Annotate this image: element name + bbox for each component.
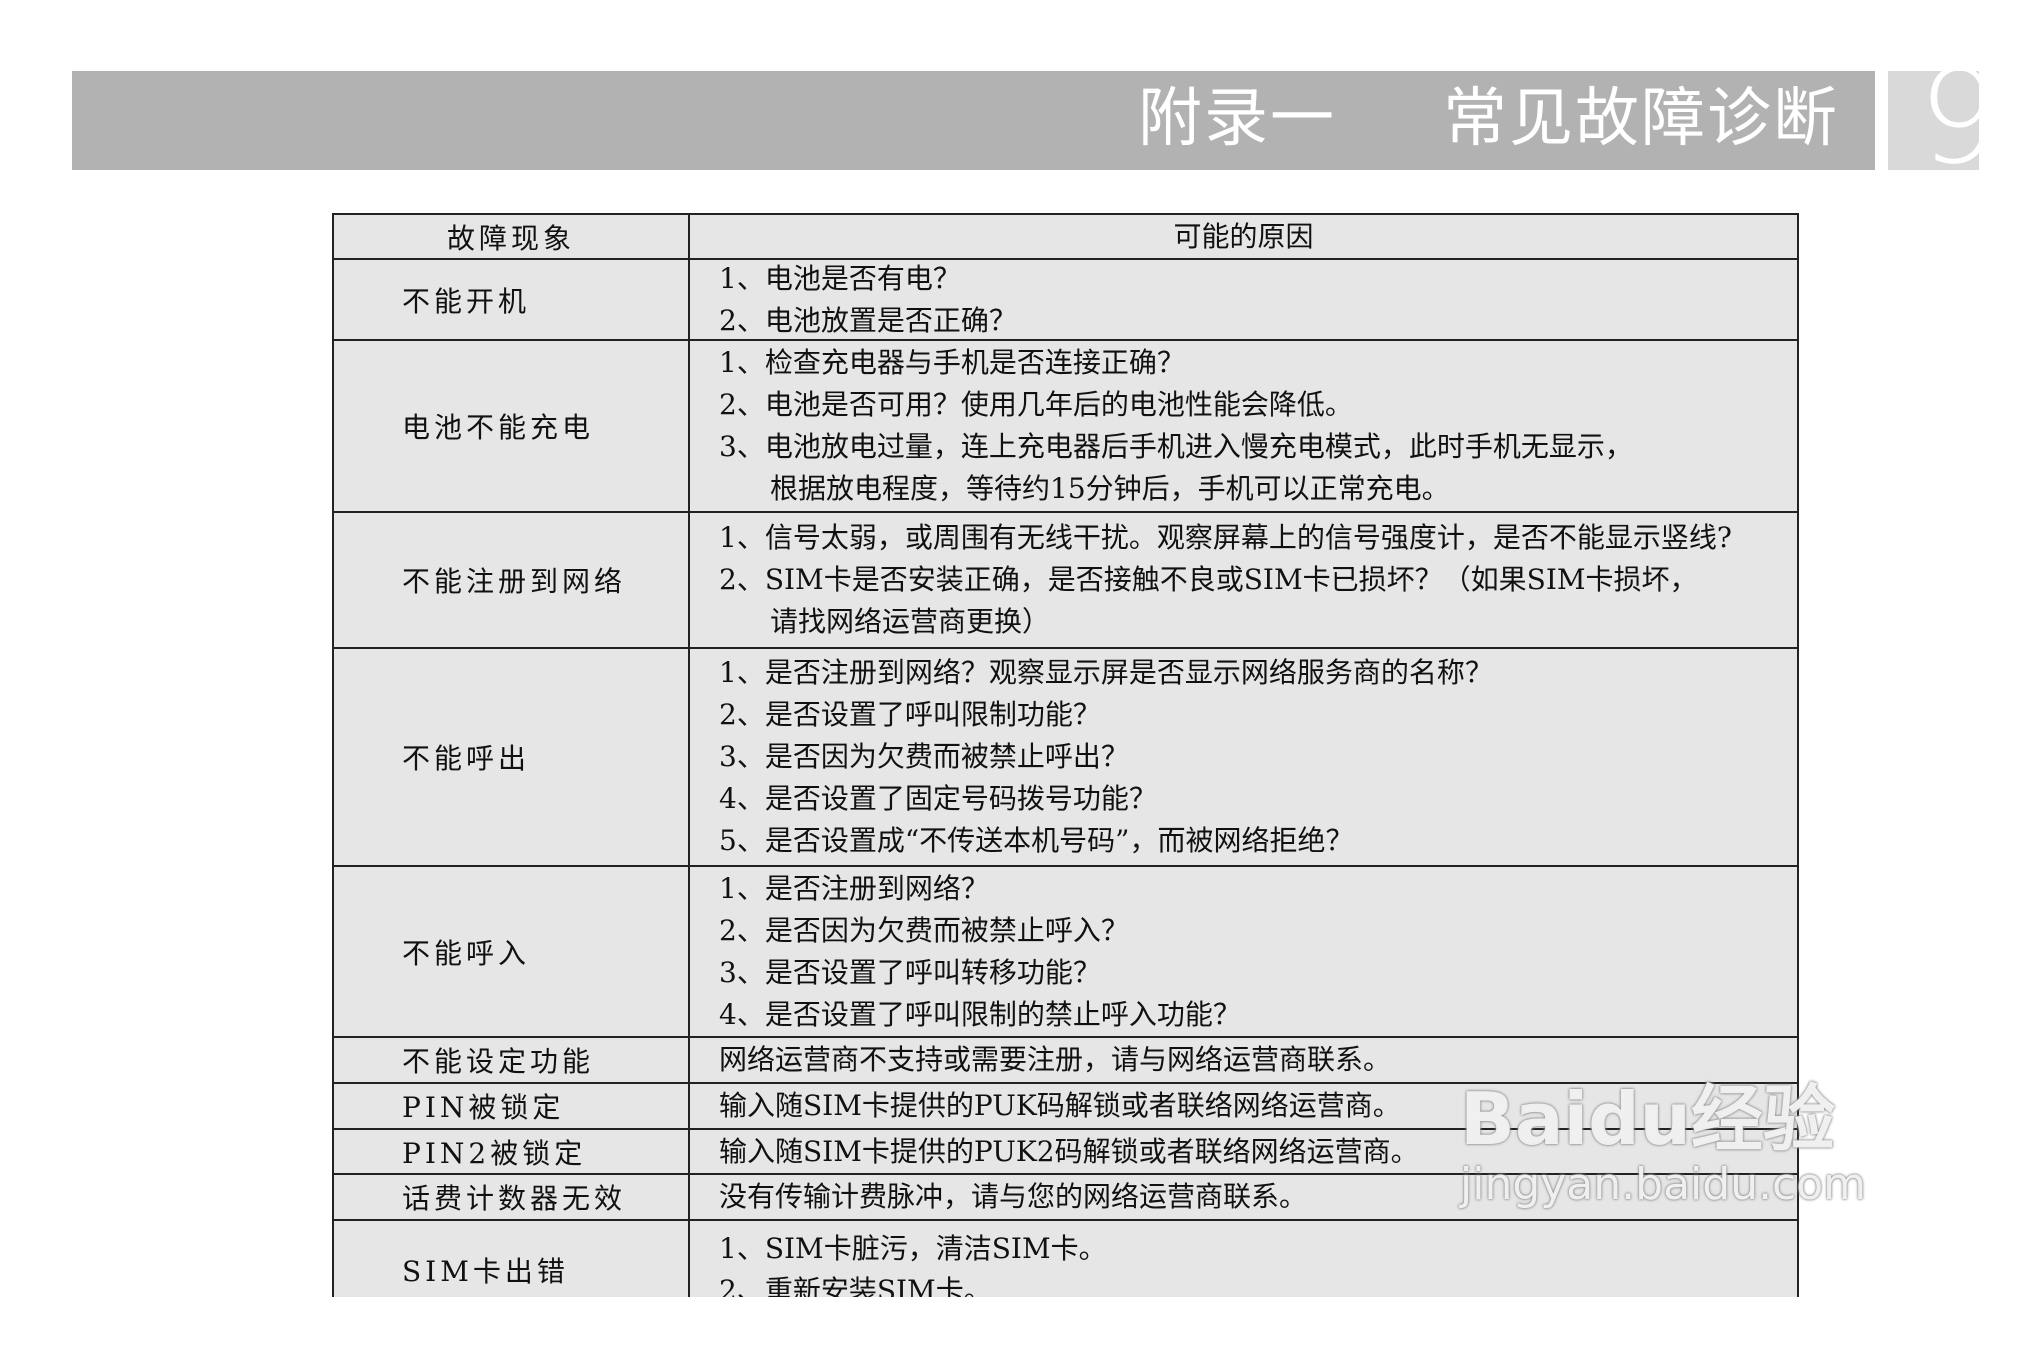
table-row: 不能呼入 1、是否注册到网络？ 2、是否因为欠费而被禁止呼入？ 3、是否设置了呼叫转移… (334, 867, 1797, 1038)
cause-line: 1、检查充电器与手机是否连接正确？ (719, 346, 1185, 379)
table-row: SIM卡出错 1、SIM卡脏污，清洁SIM卡。 2、重新安装SIM卡。 (334, 1221, 1797, 1297)
symptom-cell: PIN被锁定 (334, 1084, 690, 1128)
chapter-label: 附录一 (1138, 82, 1336, 156)
cause-line: 1、信号太弱，或周围有无线干扰。观察屏幕上的信号强度计，是否不能显示竖线? (719, 521, 1732, 554)
cause-line: 1、电池是否有电？ (719, 261, 961, 295)
table-row: 话费计数器无效 没有传输计费脉冲，请与您的网络运营商联系。 (334, 1175, 1797, 1221)
cause-line: 2、电池放置是否正确？ (719, 303, 1017, 337)
cause-line: 输入随SIM卡提供的PUK码解锁或者联络网络运营商。 (719, 1089, 1401, 1122)
symptom-cell: 电池不能充电 (334, 341, 690, 511)
troubleshooting-table: 故障现象 可能的原因 不能开机 1、电池是否有电？ 2、电池放置是否正确？ 电池不能充… (332, 213, 1799, 1297)
table-row: 不能呼出 1、是否注册到网络？观察显示屏是否显示网络服务商的名称？ 2、是否设置了呼… (334, 649, 1797, 867)
symptom-cell: 不能开机 (334, 260, 690, 339)
causes-cell: 1、是否注册到网络？观察显示屏是否显示网络服务商的名称？ 2、是否设置了呼叫限制功… (690, 649, 1797, 865)
cause-line: 3、是否设置了呼叫转移功能？ (719, 955, 1101, 989)
watermark: Baidu经验 jingyan.baidu.com (1460, 1060, 1866, 1210)
chapter-header-bar: 附录一 常见故障诊断 (72, 71, 1875, 170)
cause-line: 2、是否设置了呼叫限制功能？ (719, 698, 1101, 731)
cause-line: 输入随SIM卡提供的PUK2码解锁或者联络网络运营商。 (719, 1134, 1419, 1168)
column-header-causes: 可能的原因 (1173, 219, 1314, 253)
causes-cell: 1、电池是否有电？ 2、电池放置是否正确？ (690, 260, 1797, 339)
cause-line: 4、是否设置了呼叫限制的禁止呼入功能？ (719, 997, 1241, 1031)
symptom-cell: 不能设定功能 (334, 1038, 690, 1082)
symptom-cell: 不能呼出 (334, 649, 690, 865)
cause-line: 3、是否因为欠费而被禁止呼出？ (719, 740, 1129, 773)
causes-cell: 1、信号太弱，或周围有无线干扰。观察屏幕上的信号强度计，是否不能显示竖线? 2、S… (690, 513, 1797, 647)
cause-line: 请找网络运营商更换） (770, 605, 1051, 638)
cause-line: 2、SIM卡是否安装正确，是否接触不良或SIM卡已损坏？（如果SIM卡损坏， (719, 563, 1698, 596)
causes-cell: 输入随SIM卡提供的PUK码解锁或者联络网络运营商。 (690, 1084, 1797, 1128)
table-row: 不能注册到网络 1、信号太弱，或周围有无线干扰。观察屏幕上的信号强度计，是否不能显… (334, 513, 1797, 649)
page-title: 常见故障诊断 (1443, 82, 1839, 156)
cause-line: 2、是否因为欠费而被禁止呼入？ (719, 913, 1129, 947)
column-header-symptom: 故障现象 (334, 215, 690, 258)
cause-line: 网络运营商不支持或需要注册，请与网络运营商联系。 (719, 1043, 1392, 1076)
watermark-brand: Baidu经验 (1460, 1077, 1835, 1161)
page-number-box: 9 (1888, 71, 1979, 170)
page-number: 9 (1918, 71, 1979, 170)
cause-line: 根据放电程度，等待约15分钟后，手机可以正常充电。 (770, 472, 1450, 505)
cause-line: 1、是否注册到网络？观察显示屏是否显示网络服务商的名称？ (719, 656, 1493, 689)
cause-line: 1、SIM卡脏污，清洁SIM卡。 (719, 1232, 1107, 1265)
table-row: 不能设定功能 网络运营商不支持或需要注册，请与网络运营商联系。 (334, 1038, 1797, 1084)
symptom-cell: SIM卡出错 (334, 1221, 690, 1297)
cause-line: 没有传输计费脉冲，请与您的网络运营商联系。 (719, 1180, 1308, 1213)
symptom-cell: 不能注册到网络 (334, 513, 690, 647)
causes-cell: 1、是否注册到网络？ 2、是否因为欠费而被禁止呼入？ 3、是否设置了呼叫转移功能？ 4… (690, 867, 1797, 1036)
symptom-cell: PIN2被锁定 (334, 1130, 690, 1173)
symptom-cell: 不能呼入 (334, 867, 690, 1036)
cause-line: 1、是否注册到网络？ (719, 871, 989, 905)
cause-line: 3、电池放电过量，连上充电器后手机进入慢充电模式，此时手机无显示， (719, 430, 1633, 463)
symptom-cell: 话费计数器无效 (334, 1175, 690, 1219)
table-row: 不能开机 1、电池是否有电？ 2、电池放置是否正确？ (334, 260, 1797, 341)
causes-cell: 没有传输计费脉冲，请与您的网络运营商联系。 (690, 1175, 1797, 1219)
causes-cell: 网络运营商不支持或需要注册，请与网络运营商联系。 (690, 1038, 1797, 1082)
cause-line: 5、是否设置成“不传送本机号码”，而被网络拒绝？ (719, 824, 1354, 857)
causes-cell: 1、SIM卡脏污，清洁SIM卡。 2、重新安装SIM卡。 (690, 1221, 1797, 1297)
causes-cell: 输入随SIM卡提供的PUK2码解锁或者联络网络运营商。 (690, 1130, 1797, 1173)
cause-line: 2、电池是否可用？使用几年后的电池性能会降低。 (719, 388, 1353, 421)
cause-line: 2、重新安装SIM卡。 (719, 1274, 992, 1297)
causes-cell: 1、检查充电器与手机是否连接正确？ 2、电池是否可用？使用几年后的电池性能会降低。… (690, 341, 1797, 511)
table-header-row: 故障现象 可能的原因 (334, 215, 1797, 260)
table-row: PIN2被锁定 输入随SIM卡提供的PUK2码解锁或者联络网络运营商。 (334, 1130, 1797, 1175)
cause-line: 4、是否设置了固定号码拨号功能？ (719, 782, 1157, 815)
table-row: 电池不能充电 1、检查充电器与手机是否连接正确？ 2、电池是否可用？使用几年后的电池… (334, 341, 1797, 513)
table-row: PIN被锁定 输入随SIM卡提供的PUK码解锁或者联络网络运营商。 (334, 1084, 1797, 1130)
watermark-url: jingyan.baidu.com (1460, 1159, 1867, 1210)
